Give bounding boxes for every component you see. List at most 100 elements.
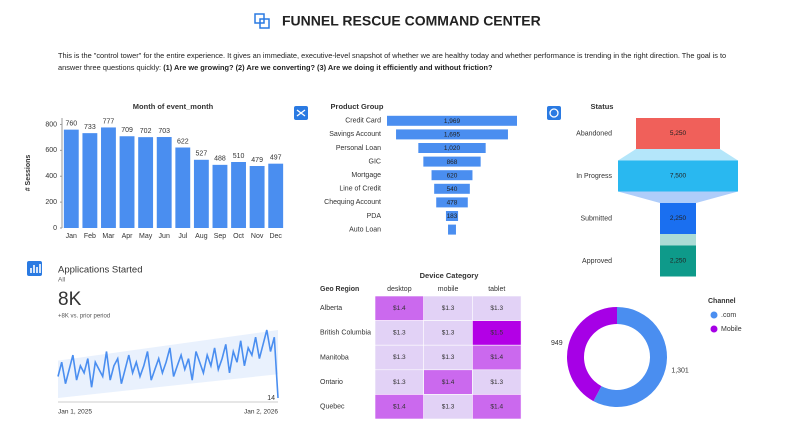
x-tick-label: Jun (159, 233, 170, 240)
category-label: GIC (369, 158, 381, 165)
value-label: 510 (233, 153, 245, 160)
heat-cell (472, 369, 522, 395)
y-tick-label: 0 (53, 225, 57, 232)
cell-label: $1.4 (442, 379, 455, 386)
heat-cell (423, 344, 473, 371)
sparkline (57, 329, 279, 399)
value-label: 1,695 (444, 132, 461, 139)
kpi-value: 8K (58, 289, 82, 310)
heat-cell (374, 394, 425, 420)
cell-label: $1.5 (490, 330, 503, 337)
heat-cell (423, 320, 473, 346)
trend-band (58, 330, 278, 398)
value-label: 7,500 (670, 173, 687, 180)
category-label: Credit Card (345, 118, 381, 125)
bar (249, 166, 265, 228)
heat-cell (472, 295, 522, 321)
bar (193, 159, 209, 228)
value-label: 760 (65, 120, 77, 127)
funnel-bar (636, 118, 720, 149)
funnel-connector (618, 149, 738, 161)
category-label: Auto Loan (349, 226, 381, 233)
legend-swatch (710, 325, 718, 333)
legend-title: Channel (708, 298, 736, 305)
y-tick-label: 400 (45, 173, 57, 180)
funnel-bar (448, 224, 456, 235)
bar (156, 137, 172, 228)
cell-label: $1.3 (490, 379, 503, 386)
bar (138, 137, 154, 228)
x-tick-label: Mar (102, 233, 115, 240)
x-tick-label: Sep (214, 233, 227, 240)
x-tick-label: Feb (84, 233, 96, 240)
title-icon (254, 13, 270, 29)
description-text: This is the "control tower" for the enti… (58, 51, 727, 72)
cell-label: $1.4 (393, 305, 406, 312)
funnel-connector (660, 234, 696, 246)
value-label: 2,250 (670, 258, 687, 265)
status-icon (547, 106, 561, 120)
value-label: 620 (447, 172, 458, 179)
y-tick-label: 800 (45, 121, 57, 128)
funnel-bar (418, 143, 486, 153)
cell-label: $1.3 (393, 354, 406, 361)
cell-label: $1.3 (393, 330, 406, 337)
legend-label: .com (721, 312, 736, 319)
x-tick-label: Jul (178, 233, 187, 240)
y-axis-label: # Sessions (25, 155, 32, 192)
value-label: 703 (158, 128, 170, 135)
category-label: PDA (367, 213, 382, 220)
category-label: Approved (582, 258, 612, 265)
value-label: 479 (251, 157, 263, 164)
category-label: Mortgage (351, 172, 381, 179)
value-label: 777 (103, 118, 115, 125)
x-tick-label: Nov (251, 233, 264, 240)
category-label: Personal Loan (336, 145, 381, 152)
donut-slice (567, 306, 617, 402)
category-label: Abandoned (576, 130, 612, 137)
funnel-bar (445, 211, 459, 221)
category-label: Chequing Account (324, 199, 381, 206)
kpi-title: Applications Started (58, 265, 143, 276)
heat-cell (423, 394, 473, 420)
heat-cell (374, 295, 425, 321)
value-label: 2,250 (670, 215, 687, 222)
funnel-bar (660, 245, 696, 277)
value-label: 1,020 (444, 145, 461, 152)
last-value-label: 14 (267, 395, 275, 402)
value-label: 702 (140, 128, 152, 135)
row-label: Alberta (320, 305, 342, 312)
cell-label: $1.4 (490, 354, 503, 361)
value-label: 622 (177, 138, 189, 145)
cell-label: $1.3 (442, 330, 455, 337)
x-tick-label: Oct (233, 233, 244, 240)
legend-label: Mobile (721, 326, 742, 333)
heat-cell (472, 394, 522, 420)
funnel-bar (660, 203, 696, 234)
heat-cell (374, 320, 425, 346)
page-title: FUNNEL RESCUE COMMAND CENTER (282, 13, 541, 29)
column-label: tablet (488, 286, 505, 293)
value-label: 183 (447, 213, 458, 220)
chart-title: Status (591, 102, 614, 111)
bar (231, 162, 246, 228)
description-questions: (1) Are we growing? (2) Are we convertin… (163, 63, 493, 72)
value-label: 709 (121, 127, 133, 134)
kpi-delta: +8K vs. prior period (58, 314, 110, 320)
funnel-bar (423, 156, 481, 167)
x-tick-label: Aug (195, 233, 208, 240)
funnel-connector (618, 191, 738, 203)
funnel-bar (396, 129, 508, 140)
bar (63, 129, 79, 228)
x-tick-label: May (139, 233, 153, 240)
cell-label: $1.4 (393, 403, 406, 410)
funnel-bar (436, 197, 468, 208)
chart-title: Device Category (420, 271, 480, 280)
funnel-bar (434, 183, 470, 194)
heat-cell (472, 344, 522, 371)
column-label: mobile (438, 286, 459, 293)
x-start-label: Jan 1, 2025 (58, 409, 92, 416)
description: This is the "control tower" for the enti… (58, 50, 748, 74)
donut-slice (593, 307, 667, 408)
